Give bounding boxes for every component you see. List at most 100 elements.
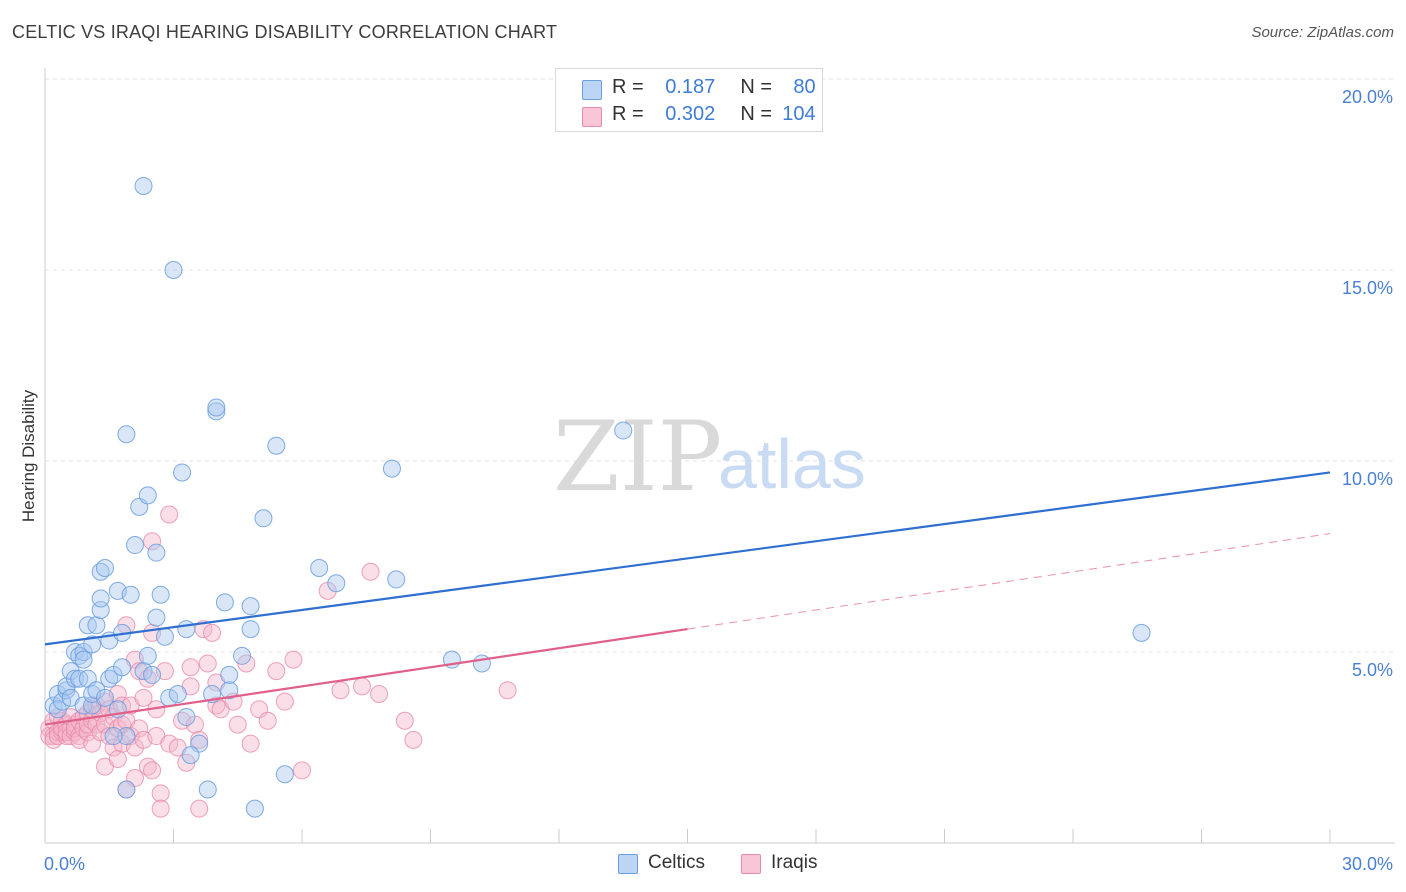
bottom-legend-label-celtics: Celtics: [648, 852, 706, 873]
celtics-point: [245, 799, 264, 818]
iraqis-trend-extension: [687, 533, 1331, 630]
iraqis-point: [395, 711, 414, 730]
iraqis-trend-line: [44, 627, 688, 726]
legend-n-label: N =: [740, 103, 773, 125]
celtics-point: [117, 727, 136, 746]
watermark-zip: ZIP: [553, 401, 722, 513]
celtics-point: [83, 635, 102, 654]
celtics-point: [241, 597, 260, 616]
iraqis-point: [352, 677, 371, 696]
trend-lines: [44, 471, 1331, 726]
celtics-point: [117, 780, 136, 799]
celtics-point: [614, 421, 633, 440]
grid-lines: [45, 78, 1395, 653]
chart-source: Source: ZipAtlas.com: [1251, 24, 1394, 41]
celtics-point: [143, 665, 162, 684]
iraqis-point: [404, 730, 423, 749]
celtics-point: [104, 727, 123, 746]
celtics-point: [134, 176, 153, 195]
iraqis-point: [190, 799, 209, 818]
iraqis-point: [267, 662, 286, 681]
celtics-point: [207, 398, 226, 417]
iraqis-point: [198, 654, 217, 673]
iraqis-point: [361, 562, 380, 581]
celtics-point: [121, 585, 140, 604]
celtics-point: [95, 558, 114, 577]
iraqis-point: [143, 532, 162, 551]
y-tick-labels: 5.0% 10.0% 15.0% 20.0%: [1342, 87, 1393, 680]
axes: [44, 68, 1395, 844]
celtics-point: [254, 509, 273, 528]
celtics-point: [173, 463, 192, 482]
legend-r-label: R =: [612, 76, 644, 98]
iraqis-point: [143, 761, 162, 780]
celtics-point: [147, 543, 166, 562]
iraqis-point: [134, 688, 153, 707]
celtics-point: [147, 608, 166, 627]
x-tick-label: 0.0%: [44, 854, 85, 874]
bottom-legend-swatch-celtics: [618, 854, 638, 874]
stats-legend: R = 0.187 N = 80 R = 0.302 N = 104: [555, 68, 823, 132]
celtics-point: [1132, 623, 1151, 642]
iraqis-point: [190, 730, 209, 749]
celtics-point: [125, 536, 144, 555]
celtics-point: [472, 654, 491, 673]
celtics-point: [155, 627, 174, 646]
iraqis-point: [151, 784, 170, 803]
iraqis-point: [370, 685, 389, 704]
x-tick-labels: 0.0% 30.0%: [44, 854, 1393, 874]
iraqis-point: [241, 734, 260, 753]
celtics-point: [181, 746, 200, 765]
celtics-point: [151, 585, 170, 604]
iraqis-point: [108, 749, 127, 768]
iraqis-point: [284, 650, 303, 669]
bottom-legend-swatch-iraqis: [741, 854, 761, 874]
celtics-point: [310, 558, 329, 577]
celtics-point: [177, 620, 196, 639]
celtics-point: [168, 685, 187, 704]
celtics-point: [275, 765, 294, 784]
celtics-point: [65, 669, 84, 688]
legend-r-value: 0.302: [665, 103, 716, 125]
chart-title: CELTIC VS IRAQI HEARING DISABILITY CORRE…: [12, 22, 558, 42]
iraqis-point: [275, 692, 294, 711]
iraqis-point: [498, 681, 517, 700]
legend-r-label: R =: [612, 103, 644, 125]
y-tick-label: 10.0%: [1342, 469, 1393, 489]
celtics-point: [177, 707, 196, 726]
iraqis-point: [258, 711, 277, 730]
celtics-point: [220, 681, 239, 700]
celtics-point: [91, 589, 110, 608]
iraqis-point: [203, 623, 222, 642]
legend-r-value: 0.187: [665, 76, 716, 98]
celtics-point: [87, 616, 106, 635]
y-axis-label: Hearing Disability: [19, 389, 38, 522]
celtics-point: [241, 620, 260, 639]
celtics-point: [267, 436, 286, 455]
bottom-legend-label-iraqis: Iraqis: [771, 852, 818, 873]
celtics-point: [327, 574, 346, 593]
celtics-point: [117, 425, 136, 444]
celtics-point: [113, 658, 132, 677]
y-tick-label: 5.0%: [1352, 660, 1393, 680]
celtics-point: [138, 646, 157, 665]
watermark: ZIP atlas: [553, 401, 866, 513]
celtics-point: [215, 593, 234, 612]
legend-n-label: N =: [740, 76, 773, 98]
legend-swatch-iraqis: [582, 107, 602, 127]
iraqis-point: [331, 681, 350, 700]
celtics-point: [198, 780, 217, 799]
iraqis-point: [181, 658, 200, 677]
celtics-point: [95, 688, 114, 707]
legend-n-value: 80: [793, 76, 816, 98]
celtics-point: [220, 665, 239, 684]
celtics-point: [382, 459, 401, 478]
y-tick-label: 20.0%: [1342, 87, 1393, 107]
y-tick-label: 15.0%: [1342, 278, 1393, 298]
iraqis-point: [228, 715, 247, 734]
legend-n-value: 104: [782, 103, 816, 125]
iraqis-point: [151, 799, 170, 818]
legend-swatch-celtics: [582, 80, 602, 100]
iraqis-point: [160, 734, 179, 753]
